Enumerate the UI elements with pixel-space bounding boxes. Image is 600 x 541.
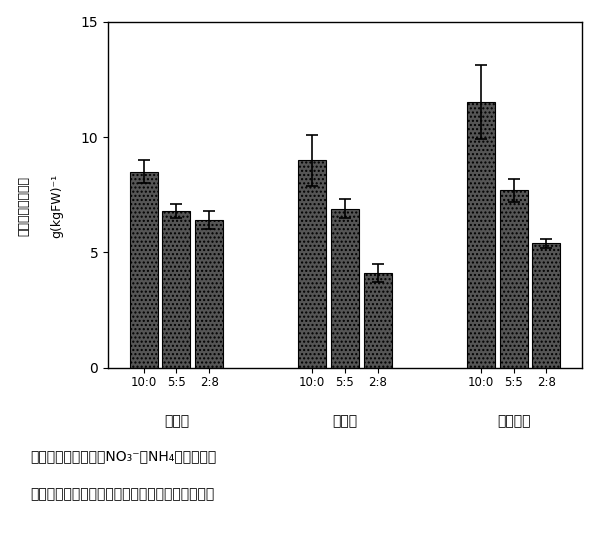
Bar — [500, 190, 527, 368]
Bar — [163, 211, 190, 368]
Text: 第２図　水耕栄培のNO₃⁻：NH₄比を変えた: 第２図 水耕栄培のNO₃⁻：NH₄比を変えた — [30, 449, 216, 463]
Text: 場合の全シュウ酸含有率（地上部全体）: 場合の全シュウ酸含有率（地上部全体） — [30, 487, 214, 501]
Bar — [130, 171, 158, 368]
Text: 全シュウ酸含有率: 全シュウ酸含有率 — [17, 176, 31, 235]
Bar — [467, 102, 495, 368]
Text: マジック: マジック — [497, 414, 530, 428]
Bar — [331, 209, 359, 368]
Bar — [532, 243, 560, 368]
Bar — [364, 273, 392, 368]
Bar — [195, 220, 223, 368]
Text: g(kgFW)⁻¹: g(kgFW)⁻¹ — [50, 174, 64, 237]
Bar — [298, 160, 326, 368]
Text: リード: リード — [332, 414, 358, 428]
Text: おかめ: おかめ — [164, 414, 189, 428]
